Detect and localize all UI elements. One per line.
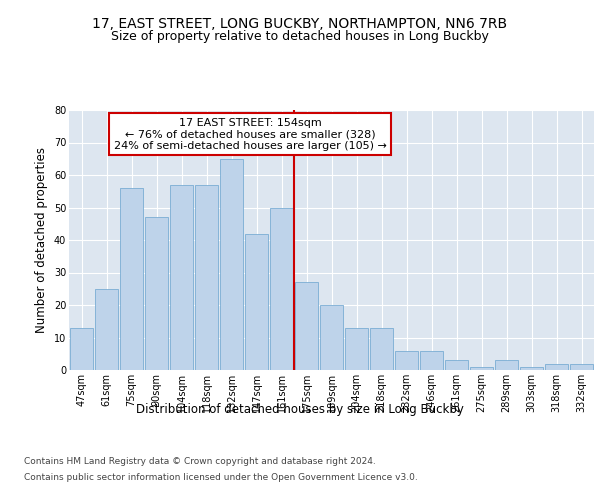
Bar (545, 364, 568, 370)
Bar (220, 159, 243, 370)
Bar (495, 360, 518, 370)
Bar (345, 328, 368, 370)
Text: Contains public sector information licensed under the Open Government Licence v3: Contains public sector information licen… (24, 472, 418, 482)
Text: Contains HM Land Registry data © Crown copyright and database right 2024.: Contains HM Land Registry data © Crown c… (24, 458, 376, 466)
Text: 17, EAST STREET, LONG BUCKBY, NORTHAMPTON, NN6 7RB: 17, EAST STREET, LONG BUCKBY, NORTHAMPTO… (92, 18, 508, 32)
Bar (395, 350, 418, 370)
Bar (370, 328, 393, 370)
Bar (320, 305, 343, 370)
Text: Size of property relative to detached houses in Long Buckby: Size of property relative to detached ho… (111, 30, 489, 43)
Bar (170, 184, 193, 370)
Text: 17 EAST STREET: 154sqm
← 76% of detached houses are smaller (328)
24% of semi-de: 17 EAST STREET: 154sqm ← 76% of detached… (113, 118, 386, 151)
Bar (245, 234, 268, 370)
Bar (295, 282, 318, 370)
Bar (470, 367, 493, 370)
Bar (445, 360, 468, 370)
Bar (420, 350, 443, 370)
Text: Distribution of detached houses by size in Long Buckby: Distribution of detached houses by size … (136, 402, 464, 415)
Bar (570, 364, 593, 370)
Bar (95, 289, 118, 370)
Y-axis label: Number of detached properties: Number of detached properties (35, 147, 48, 333)
Bar (195, 184, 218, 370)
Bar (520, 367, 543, 370)
Bar (145, 217, 168, 370)
Bar (270, 208, 293, 370)
Bar (70, 328, 93, 370)
Bar (120, 188, 143, 370)
